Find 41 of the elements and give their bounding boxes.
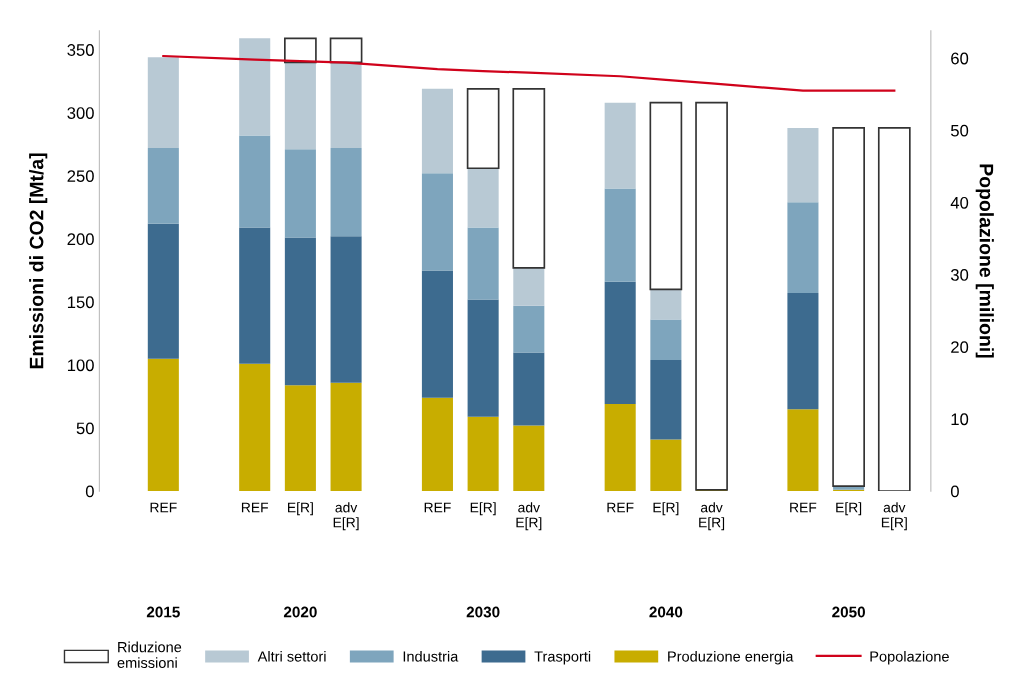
x-tick-label: adv E[R]	[516, 502, 542, 531]
text: 2040	[649, 606, 683, 618]
legend-label: Popolazione	[870, 650, 949, 665]
legend-label: Altri settori	[257, 650, 326, 662]
y-tick-label: 250	[67, 170, 94, 183]
x-tick-label: E[R]	[836, 502, 862, 516]
text: 2015	[146, 606, 180, 618]
legend-label: Produzione energia	[668, 650, 794, 665]
y2-tick-label: 20	[951, 341, 969, 354]
x-tick-label: adv E[R]	[333, 502, 359, 531]
y-tick-label: 150	[67, 296, 94, 309]
y-tick-label: 350	[67, 44, 94, 56]
y2-tick-label: 30	[950, 269, 969, 281]
text: 2030	[466, 606, 500, 618]
y-tick-label: 300	[67, 107, 94, 119]
x-tick-label: REF	[790, 502, 817, 513]
x-tick-label: E[R]	[470, 502, 496, 516]
text: 2050	[832, 606, 865, 618]
x-tick-label: REF	[150, 502, 177, 513]
y-axis-title: Emissioni di CO2 [Mt/a]	[29, 153, 48, 369]
y2-tick-label: 0	[950, 485, 959, 498]
legend-label: Riduzione emissioni	[117, 641, 182, 668]
x-tick-label: REF	[241, 502, 269, 513]
y-tick-label: 0	[85, 485, 94, 498]
y2-tick-label: 40	[950, 196, 969, 209]
y2-tick-label: 10	[951, 413, 969, 426]
text: 2020	[283, 606, 317, 618]
y2-tick-label: 60	[951, 52, 969, 65]
y-tick-label: 100	[67, 359, 94, 372]
x-tick-label: REF	[607, 502, 634, 513]
y2-axis-title: Popolazione [milioni]	[975, 164, 994, 358]
legend-label: Trasporti	[534, 650, 591, 665]
x-tick-label: E[R]	[288, 502, 313, 516]
legend-label: Industria	[403, 650, 459, 662]
x-tick-label: adv E[R]	[881, 502, 907, 531]
y-tick-label: 200	[67, 233, 94, 246]
y-tick-label: 50	[76, 422, 94, 435]
x-tick-label: adv E[R]	[699, 502, 725, 531]
x-tick-label: E[R]	[653, 502, 679, 516]
y2-tick-label: 50	[950, 124, 969, 137]
x-tick-label: REF	[424, 502, 451, 513]
